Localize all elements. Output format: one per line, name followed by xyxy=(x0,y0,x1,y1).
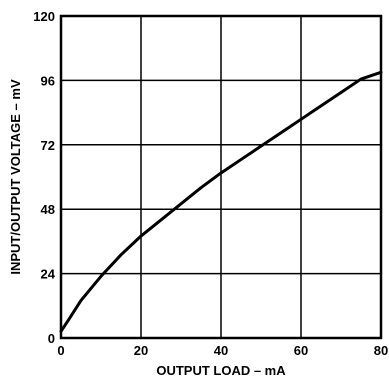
x-tick-labels: 0 20 40 60 80 xyxy=(57,343,388,358)
x-tick-label: 60 xyxy=(294,343,308,358)
y-tick-label: 96 xyxy=(41,73,55,88)
y-tick-label: 48 xyxy=(41,202,55,217)
x-axis-label: OUTPUT LOAD – mA xyxy=(156,363,286,378)
y-tick-labels: 0 24 48 72 96 120 xyxy=(33,9,55,346)
y-tick-label: 0 xyxy=(48,331,55,346)
y-axis-label: INPUT/OUTPUT VOLTAGE – mV xyxy=(8,79,23,275)
data-series-line xyxy=(59,70,383,333)
x-tick-label: 40 xyxy=(214,343,228,358)
y-tick-label: 72 xyxy=(41,138,55,153)
y-tick-label: 120 xyxy=(33,9,55,24)
x-tick-label: 80 xyxy=(374,343,388,358)
x-tick-label: 20 xyxy=(134,343,148,358)
y-tick-label: 24 xyxy=(41,267,56,282)
plot-grid xyxy=(61,16,381,338)
plot-frame xyxy=(59,14,383,340)
x-tick-label: 0 xyxy=(57,343,64,358)
